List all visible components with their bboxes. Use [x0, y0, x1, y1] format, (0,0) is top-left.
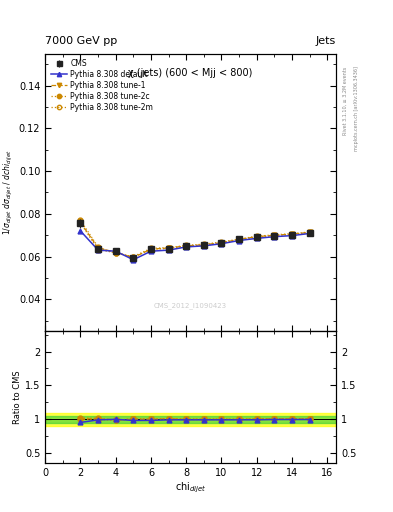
Pythia 8.308 tune-1 — [202, 242, 206, 248]
Pythia 8.308 default — [307, 230, 312, 237]
Pythia 8.308 tune-2m — [237, 237, 241, 243]
Text: 7000 GeV pp: 7000 GeV pp — [45, 36, 118, 46]
Pythia 8.308 tune-1 — [307, 229, 312, 236]
Pythia 8.308 tune-1 — [184, 243, 189, 249]
Line: Pythia 8.308 tune-2c: Pythia 8.308 tune-2c — [78, 218, 312, 259]
Pythia 8.308 tune-2m — [131, 254, 136, 260]
Pythia 8.308 tune-2c — [184, 242, 189, 248]
Text: CMS_2012_I1090423: CMS_2012_I1090423 — [154, 302, 227, 309]
Bar — [45, 416, 336, 423]
Pythia 8.308 tune-2m — [166, 245, 171, 251]
Line: Pythia 8.308 default: Pythia 8.308 default — [78, 228, 312, 262]
Bar — [45, 413, 336, 426]
Pythia 8.308 tune-1 — [96, 245, 101, 251]
Pythia 8.308 default — [113, 248, 118, 254]
Pythia 8.308 tune-2m — [113, 250, 118, 256]
Text: χ (jets) (600 < Mjj < 800): χ (jets) (600 < Mjj < 800) — [129, 68, 253, 78]
Pythia 8.308 tune-2c — [78, 217, 83, 223]
Pythia 8.308 tune-2c — [237, 236, 241, 242]
Pythia 8.308 tune-2m — [184, 243, 189, 249]
Pythia 8.308 tune-2c — [96, 244, 101, 250]
Line: Pythia 8.308 tune-2m: Pythia 8.308 tune-2m — [78, 220, 312, 260]
Pythia 8.308 tune-2c — [131, 253, 136, 260]
Pythia 8.308 tune-2m — [219, 240, 224, 246]
Pythia 8.308 default — [272, 233, 277, 240]
X-axis label: chi$_{dijet}$: chi$_{dijet}$ — [175, 481, 206, 496]
Pythia 8.308 tune-1 — [149, 246, 153, 252]
Pythia 8.308 tune-1 — [166, 245, 171, 251]
Pythia 8.308 tune-2m — [149, 246, 153, 252]
Pythia 8.308 tune-1 — [78, 219, 83, 225]
Pythia 8.308 tune-1 — [237, 237, 241, 243]
Pythia 8.308 default — [149, 248, 153, 254]
Pythia 8.308 tune-1 — [219, 240, 224, 246]
Pythia 8.308 default — [202, 243, 206, 249]
Text: Jets: Jets — [316, 36, 336, 46]
Pythia 8.308 tune-2m — [307, 229, 312, 236]
Pythia 8.308 default — [184, 244, 189, 250]
Pythia 8.308 tune-2c — [254, 233, 259, 239]
Text: Rivet 3.1.10, ≥ 3.2M events: Rivet 3.1.10, ≥ 3.2M events — [343, 67, 348, 135]
Pythia 8.308 tune-2c — [219, 239, 224, 245]
Pythia 8.308 tune-1 — [131, 254, 136, 261]
Pythia 8.308 tune-1 — [272, 232, 277, 238]
Pythia 8.308 tune-2m — [272, 232, 277, 239]
Pythia 8.308 default — [78, 228, 83, 234]
Legend: CMS, Pythia 8.308 default, Pythia 8.308 tune-1, Pythia 8.308 tune-2c, Pythia 8.3: CMS, Pythia 8.308 default, Pythia 8.308 … — [49, 57, 155, 113]
Pythia 8.308 default — [219, 241, 224, 247]
Pythia 8.308 tune-2c — [166, 245, 171, 251]
Pythia 8.308 tune-2c — [290, 230, 294, 237]
Pythia 8.308 tune-2c — [307, 229, 312, 235]
Pythia 8.308 tune-2m — [254, 234, 259, 241]
Line: Pythia 8.308 tune-1: Pythia 8.308 tune-1 — [78, 220, 312, 260]
Pythia 8.308 default — [237, 238, 241, 244]
Text: mcplots.cern.ch [arXiv:1306.3436]: mcplots.cern.ch [arXiv:1306.3436] — [354, 67, 359, 152]
Pythia 8.308 tune-2c — [202, 241, 206, 247]
Y-axis label: $1/\sigma_{dijet}\ d\sigma_{dijet}\ /\ dchi_{dijet}$: $1/\sigma_{dijet}\ d\sigma_{dijet}\ /\ d… — [2, 150, 15, 236]
Pythia 8.308 tune-2m — [202, 242, 206, 248]
Pythia 8.308 default — [166, 247, 171, 253]
Pythia 8.308 tune-2m — [96, 247, 101, 253]
Pythia 8.308 tune-2m — [78, 220, 83, 226]
Pythia 8.308 default — [290, 232, 294, 239]
Y-axis label: Ratio to CMS: Ratio to CMS — [13, 371, 22, 424]
Pythia 8.308 tune-1 — [290, 231, 294, 237]
Pythia 8.308 tune-1 — [113, 249, 118, 255]
Pythia 8.308 tune-2m — [290, 231, 294, 238]
Pythia 8.308 tune-2c — [272, 232, 277, 238]
Pythia 8.308 default — [96, 247, 101, 253]
Pythia 8.308 default — [131, 257, 136, 263]
Pythia 8.308 tune-2c — [149, 245, 153, 251]
Pythia 8.308 tune-2c — [113, 250, 118, 257]
Pythia 8.308 default — [254, 236, 259, 242]
Pythia 8.308 tune-1 — [254, 233, 259, 240]
